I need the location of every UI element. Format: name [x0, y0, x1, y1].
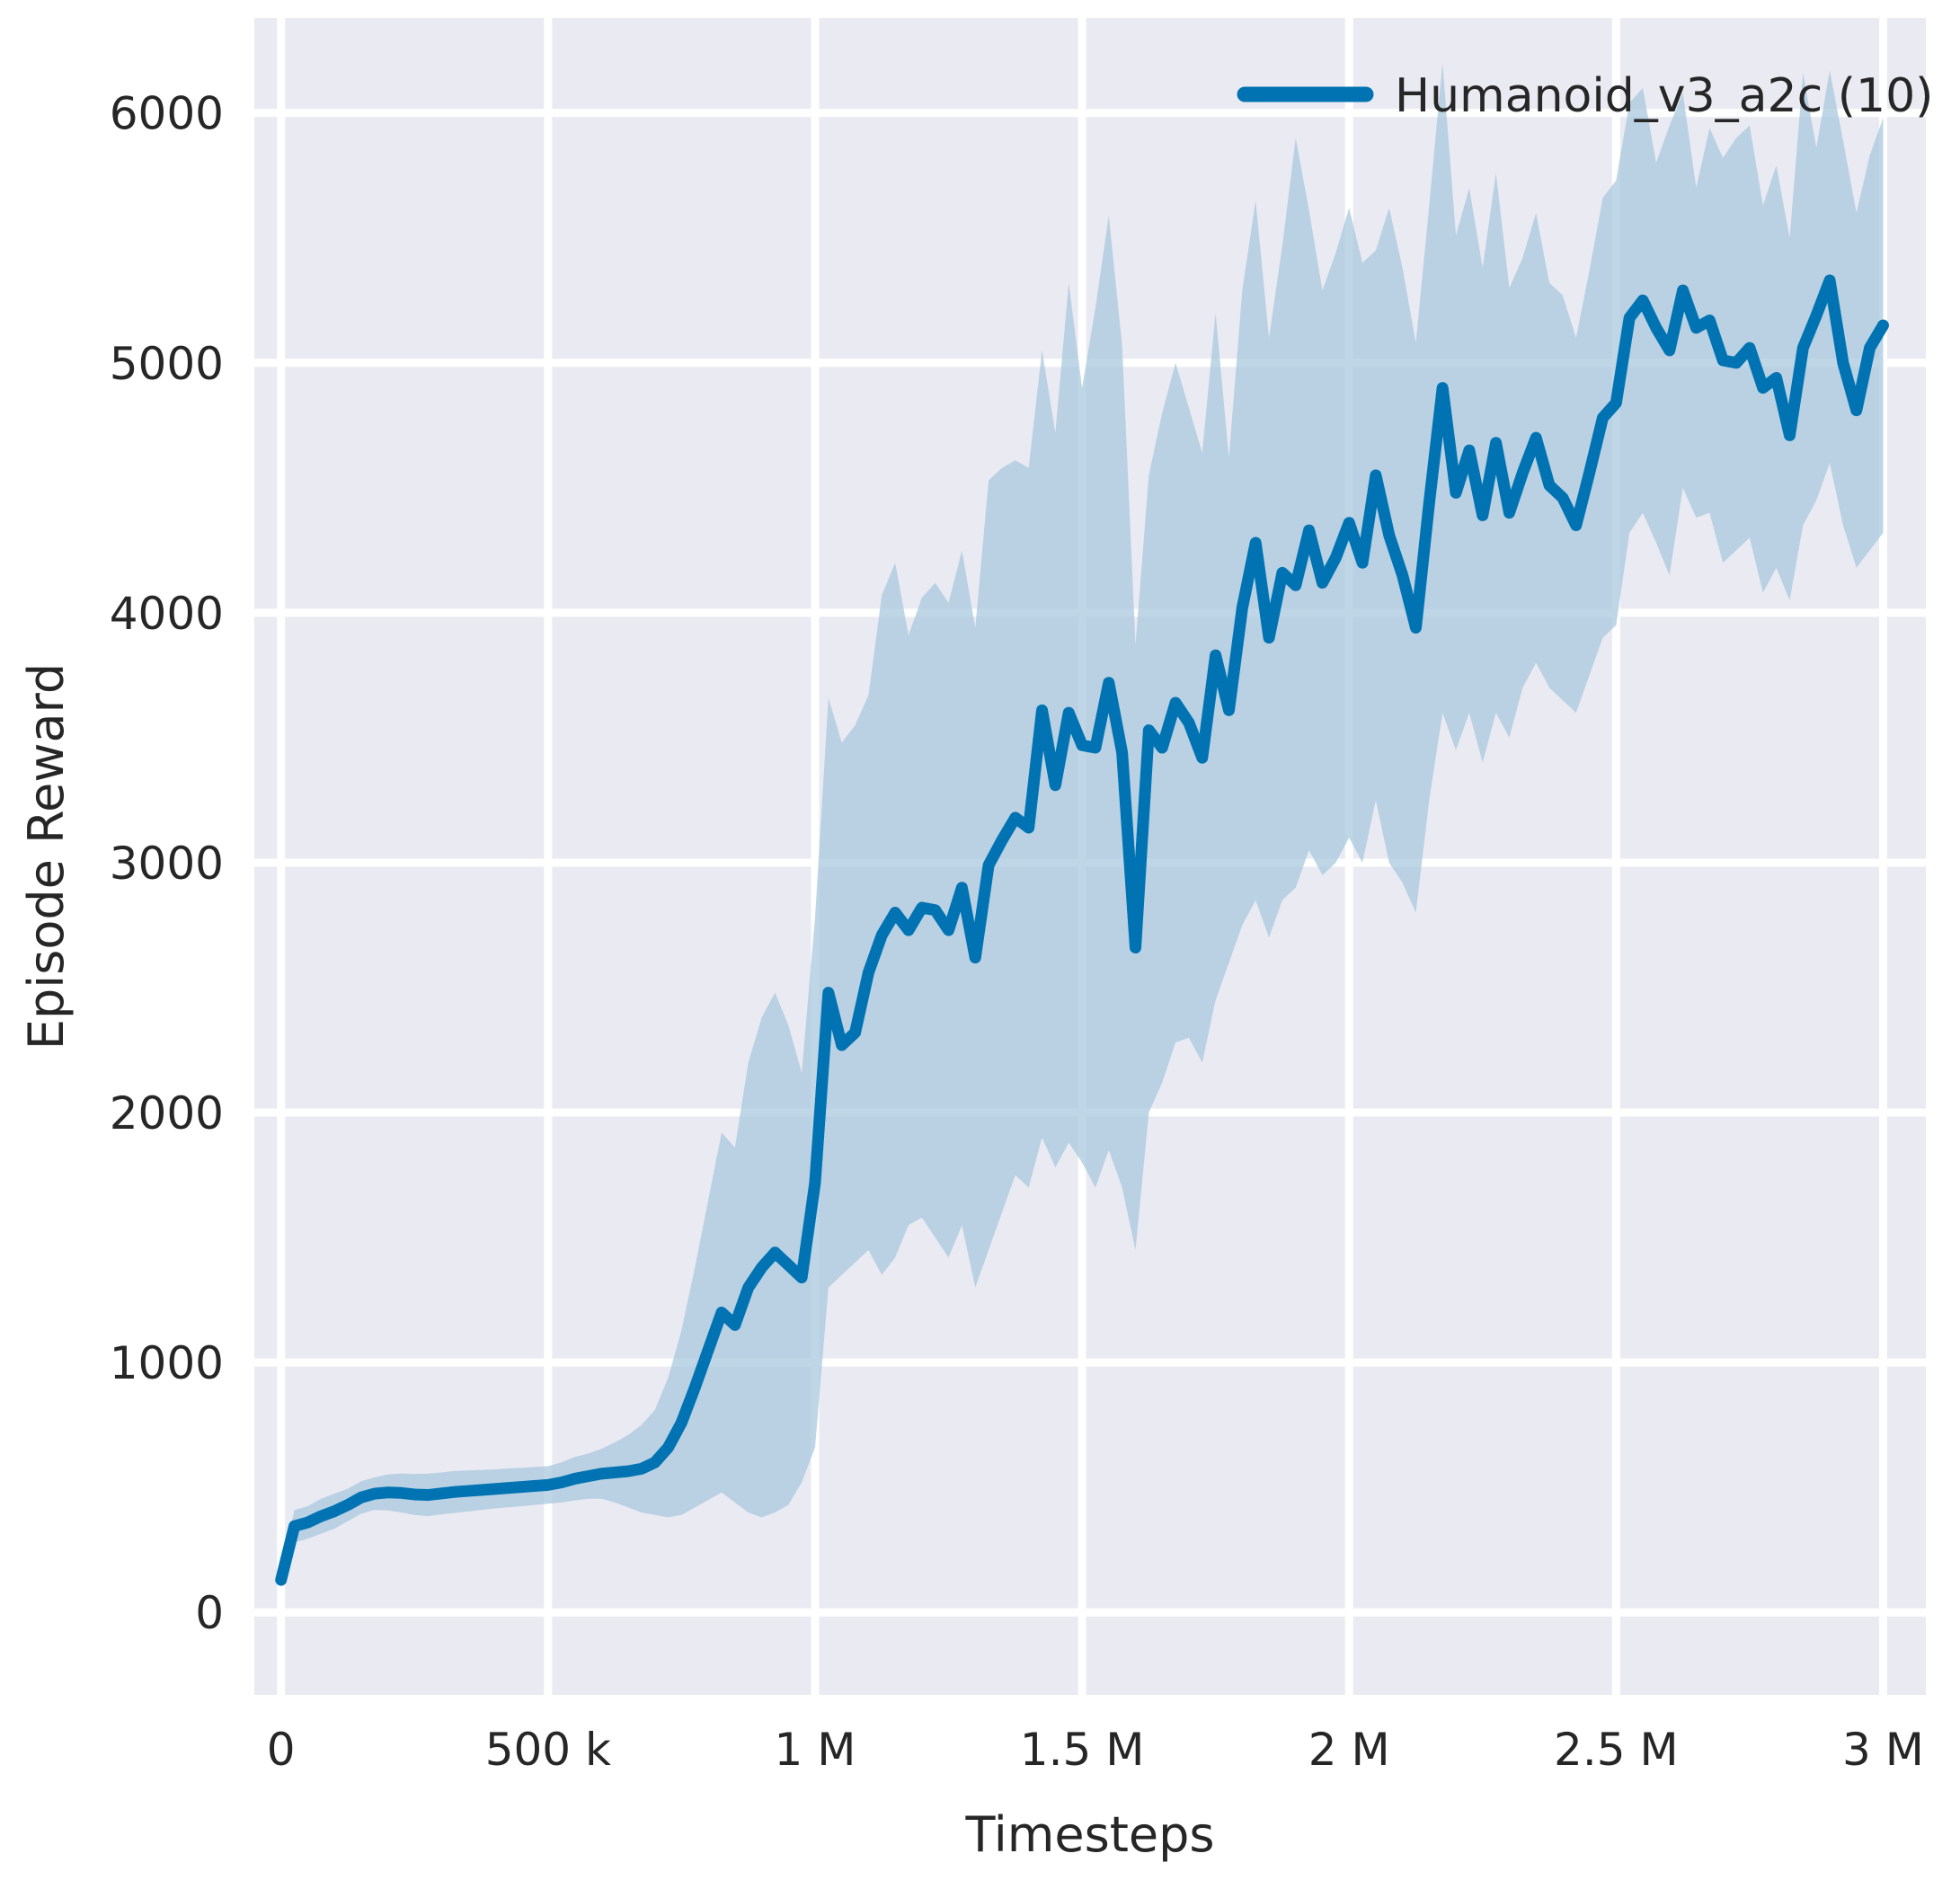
x-tick-label: 0 — [267, 1724, 296, 1776]
confidence-band — [280, 63, 1884, 1588]
x-axis-label: Timesteps — [964, 1806, 1214, 1863]
legend-label: Humanoid_v3_a2c (10) — [1395, 69, 1933, 123]
y-tick-label: 6000 — [110, 88, 224, 140]
y-tick-label: 5000 — [110, 338, 224, 390]
x-tick-label: 1.5 M — [1020, 1724, 1145, 1776]
x-axis-tick-labels: 0 500 k 1 M 1.5 M 2 M 2.5 M 3 M — [267, 1724, 1924, 1776]
y-axis-label: Episode Reward — [18, 663, 75, 1050]
y-tick-label: 0 — [195, 1587, 224, 1639]
x-tick-label: 3 M — [1842, 1724, 1924, 1776]
x-tick-label: 500 k — [485, 1724, 611, 1776]
y-axis-tick-labels: 0 1000 2000 3000 4000 5000 6000 — [110, 88, 224, 1640]
series-line — [275, 274, 1889, 1586]
x-tick-label: 2 M — [1308, 1724, 1390, 1776]
series-line-group — [275, 274, 1889, 1586]
y-tick-label: 4000 — [110, 588, 224, 640]
y-tick-label: 2000 — [110, 1087, 224, 1140]
confidence-band-group — [280, 63, 1884, 1588]
legend: Humanoid_v3_a2c (10) — [1237, 69, 1933, 123]
x-tick-label: 2.5 M — [1554, 1724, 1679, 1776]
y-tick-label: 3000 — [110, 838, 224, 890]
y-tick-label: 1000 — [110, 1337, 224, 1389]
x-tick-label: 1 M — [775, 1724, 856, 1776]
